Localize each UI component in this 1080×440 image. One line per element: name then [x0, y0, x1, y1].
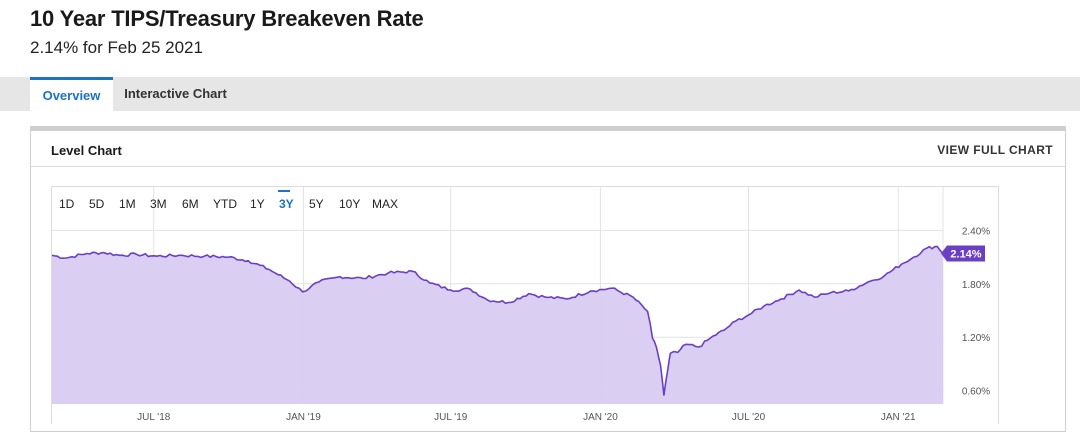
y-tick-label: 1.20%	[962, 333, 990, 344]
series-line	[52, 245, 944, 396]
y-tick-label: 0.60%	[962, 387, 990, 398]
level-chart: 2.40% 1.80% 1.20% 0.60% JUL '18 JAN '19 JUL '1…	[52, 187, 990, 423]
range-10y[interactable]: 10Y	[339, 197, 361, 211]
page-title: 10 Year TIPS/Treasury Breakeven Rate	[30, 6, 424, 31]
x-tick-label: JUL '19	[434, 412, 468, 423]
range-5y[interactable]: 5Y	[309, 197, 324, 211]
y-tick-label: 2.40%	[962, 226, 990, 237]
x-tick-label: JAN '19	[286, 412, 321, 423]
range-1d[interactable]: 1D	[59, 197, 75, 211]
panel-divider	[31, 166, 1065, 167]
current-value-subtitle: 2.14% for Feb 25 2021	[30, 38, 203, 57]
tab-overview[interactable]: Overview	[30, 77, 113, 111]
range-1m[interactable]: 1M	[119, 197, 136, 211]
range-max[interactable]: MAX	[372, 197, 399, 211]
view-full-chart-link[interactable]: VIEW FULL CHART	[937, 143, 1053, 157]
series-area	[52, 246, 943, 404]
tab-interactive-chart[interactable]: Interactive Chart	[124, 86, 227, 101]
range-3y[interactable]: 3Y	[278, 190, 294, 211]
current-value-label: 2.14%	[950, 249, 981, 261]
range-5d[interactable]: 5D	[89, 197, 105, 211]
chart-container: 2.40% 1.80% 1.20% 0.60% JUL '18 JAN '19 JUL '1…	[51, 186, 999, 424]
x-tick-label: JUL '20	[732, 412, 766, 423]
x-tick-label: JAN '21	[881, 412, 916, 423]
x-tick-label: JUL '18	[137, 412, 171, 423]
y-tick-label: 1.80%	[962, 280, 990, 291]
panel-title: Level Chart	[51, 143, 122, 158]
range-ytd[interactable]: YTD	[213, 197, 237, 211]
x-tick-label: JAN '20	[583, 412, 618, 423]
current-value-badge	[941, 245, 985, 262]
tab-bar: Overview Interactive Chart	[0, 77, 1080, 111]
level-chart-panel: Level Chart VIEW FULL CHART 2.40% 1.80% 1.…	[30, 126, 1066, 432]
range-1y[interactable]: 1Y	[250, 197, 265, 211]
range-6m[interactable]: 6M	[182, 197, 199, 211]
range-3m[interactable]: 3M	[150, 197, 167, 211]
